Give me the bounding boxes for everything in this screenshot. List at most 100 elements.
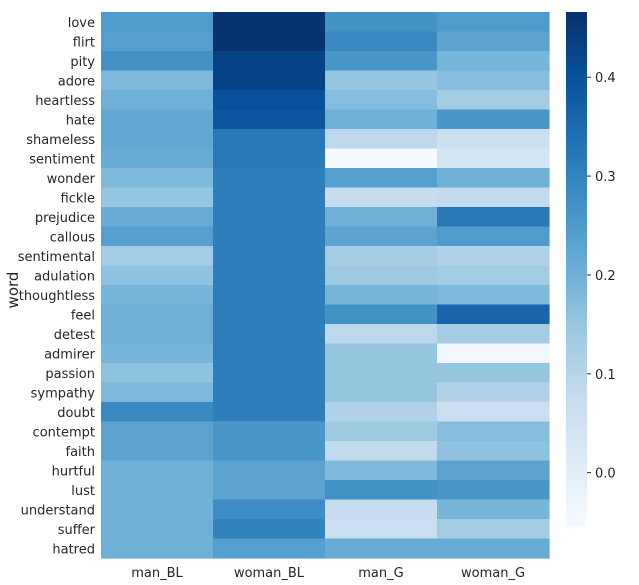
heatmap-cell-lust-man_BL [101,480,214,501]
column-label: man_BL [131,566,183,581]
heatmap-cell-hurtful-man_BL [101,460,214,481]
colorbar-tick-label: 0.4 [595,71,616,86]
heatmap-cell-hatred-man_BL [101,538,214,559]
heatmap-cell-hate-man_G [325,109,438,130]
row-label: wonder [47,172,96,187]
heatmap-cell-detest-man_G [325,324,438,345]
heatmap-cell-hate-woman_BL [213,109,326,130]
row-label: sentiment [29,152,95,167]
heatmap-cell-admirer-woman_BL [213,343,326,364]
heatmap-cell-wonder-woman_G [437,168,550,189]
heatmap-cell-lust-woman_BL [213,480,326,501]
heatmap-cell-adulation-man_BL [101,265,214,286]
heatmap-cell-admirer-man_BL [101,343,214,364]
heatmap-cell-adulation-woman_G [437,265,550,286]
heatmap-cell-adulation-man_G [325,265,438,286]
colorbar-tick-label: 0.1 [595,368,616,383]
heatmap-cell-hatred-woman_G [437,538,550,559]
heatmap-cell-shameless-woman_BL [213,129,326,150]
heatmap-cell-sentiment-woman_G [437,148,550,169]
heatmap-cell-shameless-man_G [325,129,438,150]
heatmap-cell-admirer-woman_G [437,343,550,364]
row-label: love [68,16,95,31]
heatmap-cell-adore-woman_G [437,70,550,91]
heatmap-cell-adulation-woman_BL [213,265,326,286]
heatmap-cell-understand-man_G [325,499,438,520]
heatmap-cell-hurtful-woman_BL [213,460,326,481]
heatmap-cell-adore-man_G [325,70,438,91]
heatmap-cell-callous-man_BL [101,226,214,247]
heatmap-cell-heartless-woman_G [437,90,550,111]
row-label: adulation [34,269,95,284]
row-label: shameless [26,133,95,148]
heatmap-cell-sentiment-man_G [325,148,438,169]
heatmap-cell-lust-man_G [325,480,438,501]
y-axis-label: word [4,272,22,309]
row-label: adore [58,74,95,89]
heatmap-cell-sentiment-man_BL [101,148,214,169]
row-labels: love flirt pity adore heartless hate shameless… [18,16,96,558]
row-label: sentimental [18,250,95,265]
column-label: woman_BL [234,566,305,581]
row-label: detest [54,328,95,343]
heatmap-cell-hurtful-man_G [325,460,438,481]
heatmap-cell-sentimental-woman_G [437,246,550,267]
heatmap-cell-contempt-man_BL [101,421,214,442]
heatmap-cell-suffer-man_BL [101,519,214,540]
heatmap-cell-heartless-woman_BL [213,90,326,111]
heatmap-cell-lust-woman_G [437,480,550,501]
column-labels: man_BL woman_BL man_G woman_G [131,566,525,581]
heatmap-cell-pity-man_BL [101,51,214,72]
row-label: sympathy [31,386,96,401]
heatmap-cell-wonder-woman_BL [213,168,326,189]
heatmap-cell-detest-man_BL [101,324,214,345]
row-label: hurtful [52,464,95,479]
row-label: thoughtless [19,289,96,304]
column-label: woman_G [461,566,525,581]
heatmap-cell-hatred-woman_BL [213,538,326,559]
heatmap-cell-contempt-woman_G [437,421,550,442]
heatmap-cell-love-woman_BL [213,12,326,33]
heatmap-cell-shameless-woman_G [437,129,550,150]
heatmap-cell-pity-woman_G [437,51,550,72]
heatmap-cell-prejudice-man_G [325,207,438,228]
heatmap-cell-thoughtless-woman_BL [213,285,326,306]
heatmap-cell-sentimental-man_G [325,246,438,267]
heatmap-cell-hatred-man_G [325,538,438,559]
heatmap-cell-fickle-man_G [325,187,438,208]
heatmap-cell-sentimental-woman_BL [213,246,326,267]
row-label: suffer [58,523,96,538]
heatmap-cell-feel-woman_G [437,304,550,325]
heatmap-cell-hate-man_BL [101,109,214,130]
heatmap-cell-faith-man_BL [101,441,214,462]
heatmap-cell-detest-woman_G [437,324,550,345]
heatmap-cell-faith-woman_G [437,441,550,462]
heatmap-cell-adore-woman_BL [213,70,326,91]
heatmap-cell-callous-man_G [325,226,438,247]
heatmap-cell-understand-man_BL [101,499,214,520]
heatmap-cell-heartless-man_G [325,90,438,111]
colorbar-ticks: 0.0 0.1 0.2 0.3 0.4 [587,71,616,482]
heatmap-cell-flirt-woman_G [437,31,550,52]
heatmap-cell-understand-woman_G [437,499,550,520]
heatmap-cell-admirer-man_G [325,343,438,364]
heatmap-cell-suffer-woman_G [437,519,550,540]
colorbar [566,12,587,527]
heatmap-cell-fickle-woman_BL [213,187,326,208]
row-label: feel [71,308,95,323]
heatmap-cell-flirt-woman_BL [213,31,326,52]
row-label: contempt [33,425,95,440]
row-label: passion [45,367,95,382]
heatmap-cell-suffer-woman_BL [213,519,326,540]
heatmap-cell-love-man_G [325,12,438,33]
heatmap-cell-feel-man_G [325,304,438,325]
heatmap-cell-passion-woman_G [437,363,550,384]
heatmap-cell-sympathy-woman_BL [213,382,326,403]
heatmap-cell-thoughtless-man_G [325,285,438,306]
row-label: pity [70,55,95,70]
heatmap-cell-prejudice-man_BL [101,207,214,228]
heatmap-cell-suffer-man_G [325,519,438,540]
heatmap-cell-wonder-man_G [325,168,438,189]
heatmap-cell-sympathy-man_G [325,382,438,403]
